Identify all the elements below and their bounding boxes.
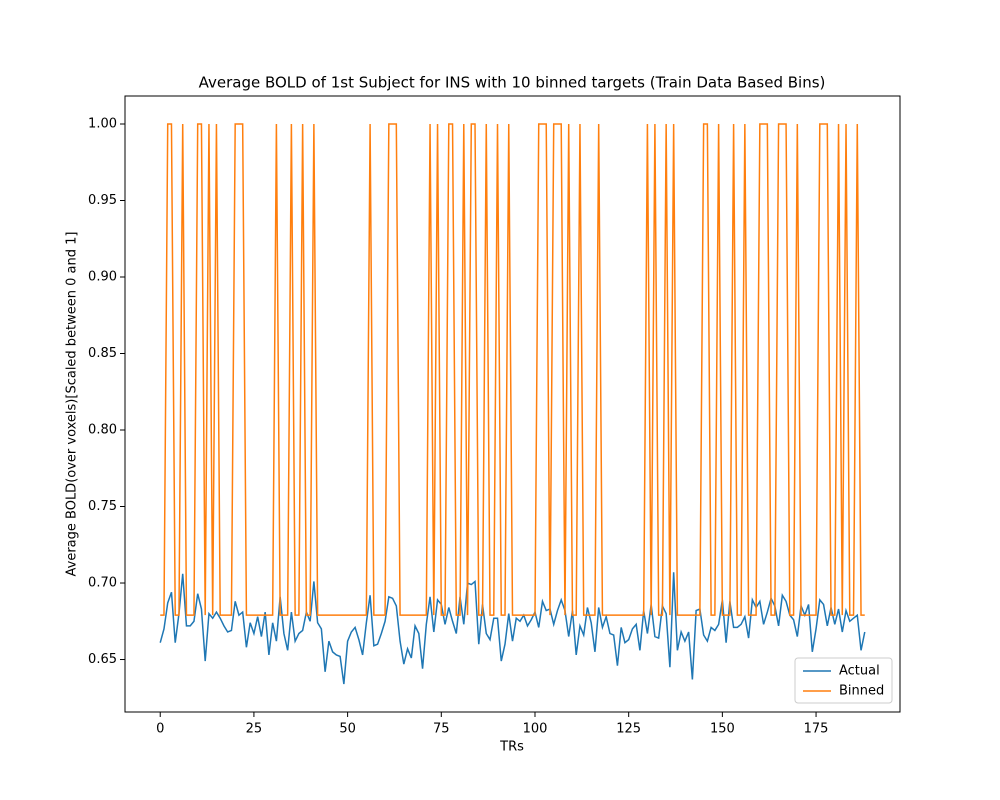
y-tick-label: 0.65 bbox=[88, 652, 117, 667]
y-tick-label: 1.00 bbox=[88, 117, 117, 132]
y-tick-label: 0.95 bbox=[88, 193, 117, 208]
legend-label: Binned bbox=[839, 684, 884, 699]
series-line bbox=[160, 123, 865, 616]
x-tick-label: 25 bbox=[246, 722, 263, 737]
plot-frame bbox=[124, 95, 901, 713]
chart-title: Average BOLD of 1st Subject for INS with… bbox=[199, 74, 826, 92]
y-tick-label: 0.70 bbox=[88, 576, 117, 591]
series-line bbox=[159, 572, 866, 685]
y-tick-label: 0.85 bbox=[88, 346, 117, 361]
x-tick-label: 0 bbox=[156, 722, 164, 737]
x-tick-label: 75 bbox=[433, 722, 450, 737]
x-axis-label: TRs bbox=[499, 740, 524, 755]
x-tick-label: 125 bbox=[616, 722, 641, 737]
y-tick-label: 0.80 bbox=[88, 423, 117, 438]
x-tick-label: 100 bbox=[523, 722, 548, 737]
y-tick-label: 0.75 bbox=[88, 499, 117, 514]
y-axis-label: Average BOLD(over voxels)[Scaled between… bbox=[65, 232, 80, 577]
y-tick-label: 0.90 bbox=[88, 270, 117, 285]
x-tick-label: 175 bbox=[804, 722, 829, 737]
x-tick-label: 50 bbox=[339, 722, 356, 737]
legend-label: Actual bbox=[839, 664, 880, 679]
x-tick-label: 150 bbox=[710, 722, 735, 737]
